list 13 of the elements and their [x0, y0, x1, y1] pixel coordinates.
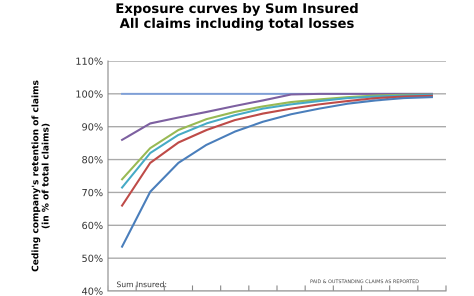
line-series	[121, 96, 433, 248]
y-axis-title: Ceding company's retention of claims (in % of total claims)	[31, 80, 50, 272]
y-tick-label: 40%	[82, 287, 103, 295]
chart-title: Exposure curves by Sum Insured All claims including total losses	[116, 2, 358, 31]
y-tick-label: 80%	[82, 156, 103, 164]
line-series	[121, 92, 433, 141]
y-tick-label: 110%	[76, 57, 103, 65]
y-tick-label: 90%	[82, 123, 103, 131]
y-tick-label: 60%	[82, 222, 103, 230]
line-series	[121, 94, 433, 207]
y-tick-label: 70%	[82, 188, 103, 196]
y-tick-label: 50%	[82, 254, 103, 262]
y-tick-label: 100%	[76, 90, 103, 98]
